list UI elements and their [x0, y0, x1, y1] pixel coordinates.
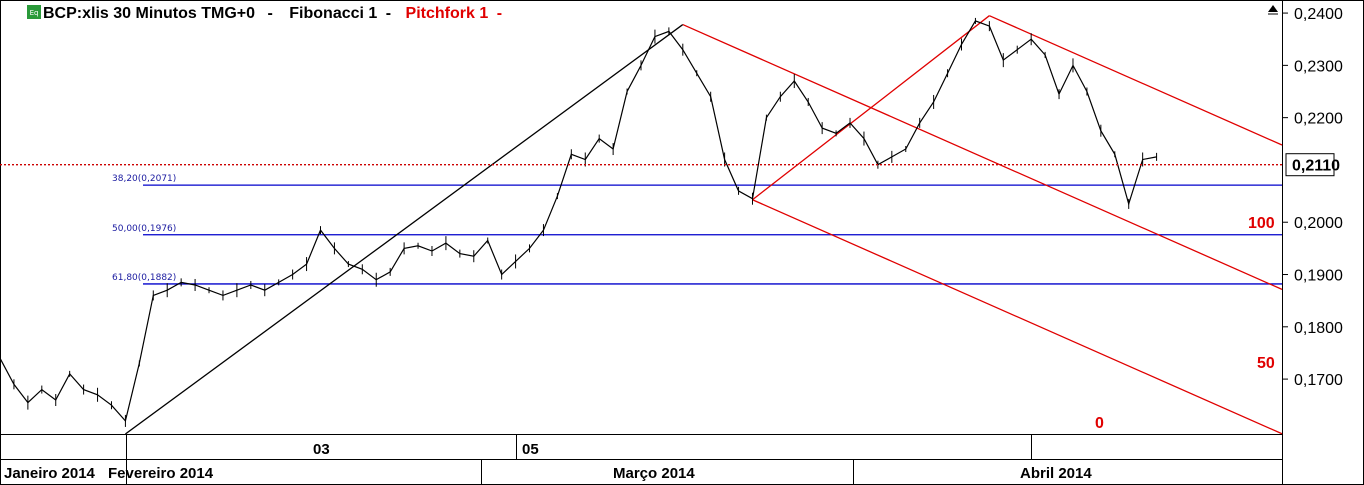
trendline	[125, 24, 684, 435]
equity-badge-icon	[27, 5, 41, 19]
pitchfork-name: Pitchfork 1	[406, 5, 489, 22]
chart-header: Eq BCP:xlis 30 Minutos TMG+0 - Fibonacci…	[27, 5, 502, 22]
fibonacci-label: 61,80(0,1882)	[112, 273, 176, 283]
header-separator: -	[386, 5, 391, 22]
fibonacci-label: 50,00(0,1976)	[112, 224, 176, 234]
chart-symbol: BCP:xlis 30 Minutos TMG+0	[43, 5, 255, 22]
y-axis-ticks: 0,2400 0,2300 0,2200 0,2000 0,1900 0,1800 0,17…	[1282, 6, 1343, 389]
price-series	[0, 17, 1158, 427]
scroll-up-icon[interactable]	[1268, 5, 1278, 15]
pitchfork-lower-tine	[752, 199, 1283, 435]
x-month-label: Fevereiro 2014	[108, 465, 214, 482]
price-line	[0, 20, 1157, 423]
y-tick-label: 0,2200	[1294, 111, 1343, 128]
header-separator: -	[268, 5, 273, 22]
x-day-label: 05	[522, 441, 539, 458]
pitchfork-upper-tine	[989, 15, 1283, 146]
pitchfork-label: 100	[1248, 215, 1275, 232]
fibonacci-levels: 38,20(0,2071) 50,00(0,1976) 61,80(0,1882)	[112, 174, 1282, 285]
svg-text:BCP:xlis 30 Minutos TMG+0: BCP:xlis 30 Minutos TMG+0 - Fibonacci 1 …	[43, 5, 502, 22]
y-tick-label: 0,1800	[1294, 320, 1343, 337]
trendline-segment	[125, 24, 684, 435]
y-tick-label: 0,1700	[1294, 372, 1343, 389]
y-tick-label: 0,2300	[1294, 58, 1343, 75]
last-price-line: 0,2110	[0, 153, 1340, 177]
equity-badge-label: Eq	[30, 9, 39, 17]
header-separator: -	[497, 5, 502, 22]
pitchfork-label: 0	[1095, 415, 1104, 432]
pitchfork: 100 50 0	[682, 15, 1283, 435]
x-month-label: Janeiro 2014	[4, 465, 96, 482]
fibonacci-label: 38,20(0,2071)	[112, 174, 176, 184]
last-price-box	[1285, 153, 1335, 177]
y-tick-label: 0,2000	[1294, 215, 1343, 232]
y-tick-label: 0,1900	[1294, 268, 1343, 285]
pitchfork-label: 50	[1257, 355, 1275, 372]
last-price-value: 0,2110	[1292, 158, 1340, 175]
x-axis-ticks: 03 05 Janeiro 2014 Fevereiro 2014 Março 2014…	[4, 434, 1092, 485]
y-tick-label: 0,2400	[1294, 6, 1343, 23]
fibonacci-name: Fibonacci 1	[289, 5, 377, 22]
x-month-label: Março 2014	[613, 465, 695, 482]
x-day-label: 03	[313, 441, 330, 458]
x-month-label: Abril 2014	[1020, 465, 1092, 482]
pitchfork-median-line	[682, 23, 1283, 290]
